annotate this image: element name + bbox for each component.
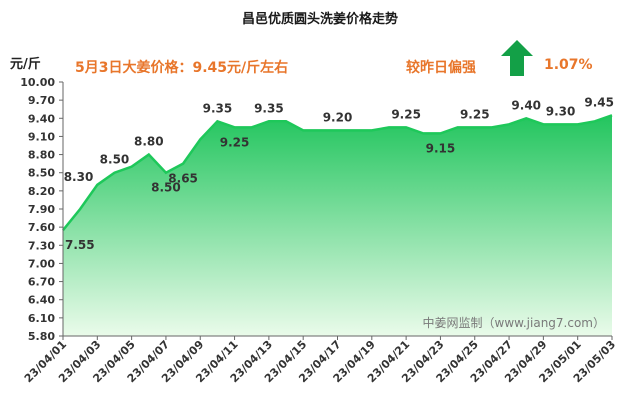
y-tick-label: 6.70 [28, 276, 55, 289]
y-tick-label: 9.10 [28, 130, 55, 143]
y-tick-label: 9.70 [28, 94, 55, 107]
data-label: 9.25 [220, 135, 250, 149]
data-label-layer: 7.558.308.508.808.508.659.359.259.359.20… [64, 95, 614, 252]
price-note: 5月3日大姜价格：9.45元/斤左右 [75, 60, 289, 76]
data-label: 9.35 [203, 101, 233, 115]
data-label: 9.45 [584, 95, 614, 109]
change-label: 较昨日偏强 [406, 60, 476, 76]
area-layer [62, 114, 613, 336]
y-tick-label: 8.50 [28, 167, 55, 180]
y-tick-label: 6.40 [28, 294, 55, 307]
y-tick-label: 7.90 [28, 203, 55, 216]
price-line [62, 114, 613, 231]
data-label: 9.25 [391, 107, 421, 121]
y-tick-label: 7.60 [28, 221, 55, 234]
y-tick-label: 9.40 [28, 112, 55, 125]
y-tick-label: 6.10 [28, 312, 55, 325]
y-tick-label: 8.80 [28, 149, 55, 162]
data-label: 9.30 [546, 104, 576, 118]
y-axis-unit-label: 元/斤 [10, 57, 41, 72]
data-label: 9.20 [323, 110, 353, 124]
watermark: 中姜网监制（www.jiang7.com） [423, 315, 605, 330]
data-label: 9.25 [460, 107, 490, 121]
data-label: 9.35 [254, 101, 284, 115]
y-tick-label: 7.00 [28, 257, 55, 270]
y-tick-label: 7.30 [28, 239, 55, 252]
up-arrow-icon [501, 40, 533, 76]
data-label: 9.15 [426, 141, 456, 155]
data-label: 9.40 [511, 98, 541, 112]
data-label: 8.50 [100, 153, 130, 167]
y-tick-label: 8.20 [28, 185, 55, 198]
price-area [63, 115, 612, 336]
chart-title: 昌邑优质圆头洗姜价格走势 [241, 12, 398, 27]
data-label: 8.30 [64, 170, 94, 184]
y-tick-label: 5.80 [28, 330, 55, 343]
data-label: 8.65 [168, 172, 198, 186]
data-label: 8.80 [134, 135, 164, 149]
change-value: 1.07% [544, 57, 593, 73]
y-tick-label: 10.00 [20, 76, 55, 89]
data-label: 7.55 [65, 238, 95, 252]
data-label: 8.50 [151, 181, 181, 195]
